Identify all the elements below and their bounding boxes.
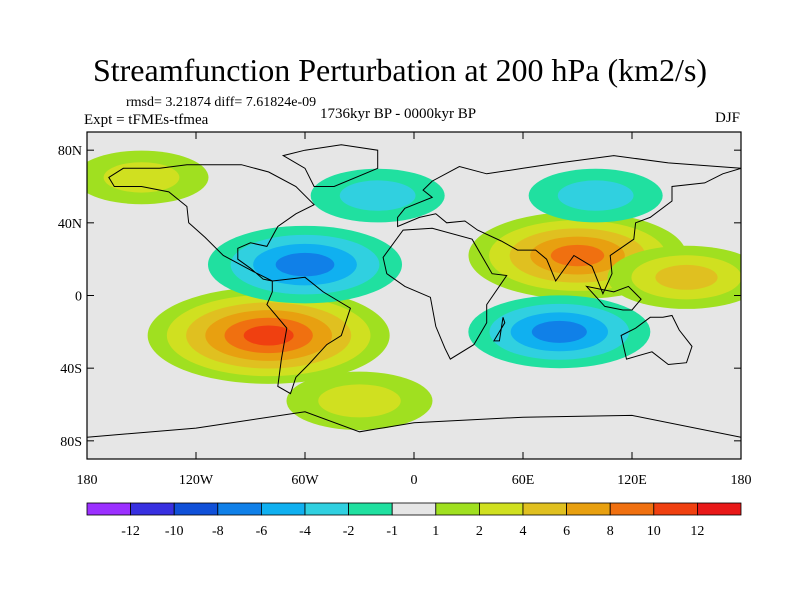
- contour-level: [550, 244, 605, 267]
- y-tick-label: 40S: [60, 362, 82, 377]
- colorbar-label: -8: [212, 524, 224, 539]
- colorbar-label: 2: [476, 524, 483, 539]
- x-tick-label: 180: [77, 473, 98, 488]
- coast-africa: [382, 227, 508, 360]
- colorbar-label: 4: [520, 524, 527, 539]
- coast-australia: [620, 314, 693, 366]
- colorbar-swatch: [348, 502, 393, 516]
- y-tick-label: 0: [75, 290, 82, 305]
- colorbar-swatch: [304, 502, 349, 516]
- colorbar-label: -6: [256, 524, 268, 539]
- contour-level: [103, 162, 180, 193]
- period-label: 1736kyr BP - 0000kyr BP: [320, 106, 477, 122]
- colorbar-swatch: [130, 502, 175, 516]
- coast-indonesia: [585, 285, 642, 311]
- colorbar-label: 10: [647, 524, 661, 539]
- colorbar-swatch: [653, 502, 698, 516]
- coast-greenland: [281, 144, 379, 187]
- contour-level: [275, 252, 335, 277]
- colorbar-swatch: [435, 502, 480, 516]
- contour-level: [318, 384, 401, 418]
- coast-antarctica: [87, 411, 741, 438]
- contour-level: [655, 264, 718, 290]
- anomaly-5: [607, 245, 741, 309]
- x-tick-label: 60E: [512, 473, 535, 488]
- colorbar-swatch: [697, 502, 742, 516]
- y-tick-label: 80N: [58, 144, 82, 159]
- colorbar-label: -1: [386, 524, 398, 539]
- colorbar-label: 6: [563, 524, 570, 539]
- colorbar-swatch: [566, 502, 611, 516]
- colorbar-label: 1: [432, 524, 439, 539]
- anomaly-8: [87, 150, 209, 205]
- experiment-label: Expt = tFMEs-tfmea: [84, 112, 209, 128]
- colorbar-swatch: [391, 502, 437, 516]
- colorbar-swatch: [260, 502, 306, 516]
- colorbar-swatch: [522, 502, 567, 516]
- chart-title: Streamfunction Perturbation at 200 hPa (…: [92, 52, 708, 88]
- x-tick-label: 120W: [179, 473, 214, 488]
- anomaly-4: [286, 371, 433, 431]
- x-tick-label: 120E: [617, 473, 647, 488]
- x-axis: 180 120W 60W 0 60E 120E 180: [77, 132, 752, 488]
- x-tick-label: 0: [411, 473, 418, 488]
- coastlines: [87, 144, 741, 438]
- colorbar-label: 12: [690, 524, 704, 539]
- coast-north-america: [108, 164, 315, 282]
- colorbar-swatch: [609, 502, 655, 516]
- stats-label: rmsd= 3.21874 diff= 7.61824e-09: [126, 95, 317, 110]
- anomaly-7: [528, 168, 663, 223]
- colorbar-label: 8: [607, 524, 614, 539]
- anomaly-2: [208, 225, 402, 304]
- anomaly-0: [147, 287, 390, 384]
- x-tick-label: 180: [731, 473, 752, 488]
- contour-level: [531, 320, 587, 343]
- anomaly-6: [310, 168, 445, 223]
- coast-south-america: [266, 276, 352, 395]
- y-tick-label: 40N: [58, 217, 82, 232]
- season-label: DJF: [714, 110, 740, 126]
- contour-level: [557, 180, 634, 211]
- anomaly-field: [87, 150, 741, 431]
- coast-eurasia: [397, 155, 741, 295]
- colorbar-swatch: [86, 502, 131, 516]
- colorbar-label: -2: [343, 524, 355, 539]
- x-tick-label: 60W: [291, 473, 319, 488]
- colorbar-label: -12: [121, 524, 140, 539]
- colorbar-label: -4: [299, 524, 311, 539]
- colorbar-swatch: [217, 502, 262, 516]
- y-axis: 80N 40N 0 40S 80S: [58, 144, 741, 450]
- contour-level: [243, 325, 294, 346]
- colorbar: -12 -10 -8 -6 -4 -2 -1 1 2 4 6 8 10 12: [86, 502, 742, 539]
- colorbar-swatch: [173, 502, 219, 516]
- colorbar-label: -10: [165, 524, 184, 539]
- contour-level: [339, 180, 416, 211]
- anomaly-3: [468, 295, 651, 369]
- colorbar-swatch: [478, 502, 524, 516]
- coast-madagascar: [493, 317, 506, 342]
- y-tick-label: 80S: [60, 435, 82, 450]
